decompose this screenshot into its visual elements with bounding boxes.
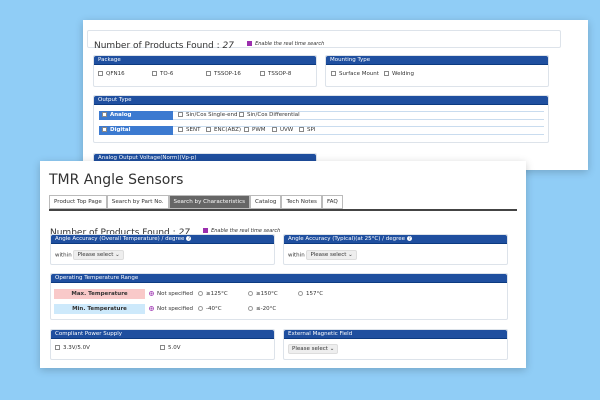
output-option[interactable]: Sin/Cos Differential [239,112,300,118]
tab-faq[interactable]: FAQ [321,195,343,209]
package-option[interactable]: TSSOP-16 [206,71,241,77]
package-option[interactable]: TSSOP-8 [260,71,291,77]
output-option[interactable]: UVW [272,127,293,133]
output-option[interactable]: PWM [244,127,266,133]
output-type-section: Output Type Analog Sin/Cos Single-end Si… [93,95,549,143]
section-header: Operating Temperature Range [51,274,507,283]
output-option[interactable]: SPI [299,127,315,133]
found-label: Number of Products Found : [94,41,220,51]
within-label: within [55,252,72,259]
output-option[interactable]: SENT [178,127,200,133]
accuracy-typical-select[interactable]: Please select ⌄ [306,250,357,260]
section-header: Output Type [94,96,548,105]
max-temp-option[interactable]: ≥125°C [198,291,228,297]
front-panel: TMR Angle Sensors Product Top Page Searc… [40,161,526,368]
realtime-label: Enable the real time search [255,40,325,47]
section-header: Angle Accuracy (Typical)(at 25°C) / degr… [284,235,507,244]
min-temp-option[interactable]: -40°C [198,306,222,312]
output-option[interactable]: Sin/Cos Single-end [178,112,237,118]
package-section: Package QFN16 TO-6 TSSOP-16 TSSOP-8 [93,55,317,87]
output-option[interactable]: ENC(ABZ) [206,127,241,133]
realtime-checkbox[interactable] [203,227,209,233]
help-icon[interactable]: ? [186,236,192,241]
mounting-option[interactable]: Welding [384,71,414,77]
realtime-checkbox[interactable] [247,40,253,46]
power-option[interactable]: 5.0V [160,345,181,351]
min-temp-option[interactable]: ≤-20°C [248,306,276,312]
tab-search-part[interactable]: Search by Part No. [106,195,169,209]
power-option[interactable]: 3.3V/5.0V [55,345,90,351]
digital-toggle[interactable]: Digital [99,126,173,135]
magnetic-field-select[interactable]: Please select ⌄ [288,344,339,354]
max-temperature-label: Max. Temperature [54,289,145,299]
section-header: Compliant Power Supply [51,330,274,339]
section-header: Angle Accuracy (Overall Temperature) / d… [51,235,274,244]
mounting-section: Mounting Type Surface Mount Welding [325,55,549,87]
section-header: Package [94,56,316,65]
tab-product-top[interactable]: Product Top Page [49,195,107,209]
temperature-section: Operating Temperature Range Max. Tempera… [50,273,508,320]
help-icon[interactable]: ? [407,236,413,241]
realtime-toggle[interactable]: Enable the real time search [247,40,325,47]
tab-tech-notes[interactable]: Tech Notes [281,195,322,209]
angle-accuracy-overall-section: Angle Accuracy (Overall Temperature) / d… [50,234,275,265]
found-count: 27 [222,41,234,51]
results-bar: Number of Products Found : 27 Enable the… [87,30,561,51]
package-option[interactable]: TO-6 [152,71,173,77]
magnetic-field-section: External Magnetic Field Please select ⌄ [283,329,508,360]
max-temp-option[interactable]: 157°C [298,291,323,297]
within-label: within [288,252,305,259]
realtime-label: Enable the real time search [211,227,281,234]
tab-divider [49,209,517,211]
section-header: External Magnetic Field [284,330,507,339]
accuracy-overall-select[interactable]: Please select ⌄ [73,250,124,260]
back-panel: Number of Products Found : 27 Enable the… [83,20,588,173]
min-temperature-label: Min. Temperature [54,304,145,314]
page-title: TMR Angle Sensors [49,172,184,188]
max-temp-option[interactable]: Not specified [149,291,193,297]
tab-catalog[interactable]: Catalog [250,195,282,209]
analog-toggle[interactable]: Analog [99,111,173,120]
tab-search-characteristics[interactable]: Search by Characteristics [168,195,250,209]
section-header: Mounting Type [326,56,548,65]
min-temp-option[interactable]: Not specified [149,306,193,312]
angle-accuracy-typical-section: Angle Accuracy (Typical)(at 25°C) / degr… [283,234,508,265]
power-supply-section: Compliant Power Supply 3.3V/5.0V 5.0V [50,329,275,360]
realtime-toggle[interactable]: Enable the real time search [203,227,281,234]
found-label: Number of Products Found : [50,228,176,238]
package-option[interactable]: QFN16 [98,71,125,77]
tab-bar: Product Top Page Search by Part No. Sear… [49,195,343,209]
found-count: 27 [178,228,190,238]
mounting-option[interactable]: Surface Mount [331,71,379,77]
max-temp-option[interactable]: ≥150°C [248,291,278,297]
results-bar: Number of Products Found : 27 Enable the… [50,220,280,239]
